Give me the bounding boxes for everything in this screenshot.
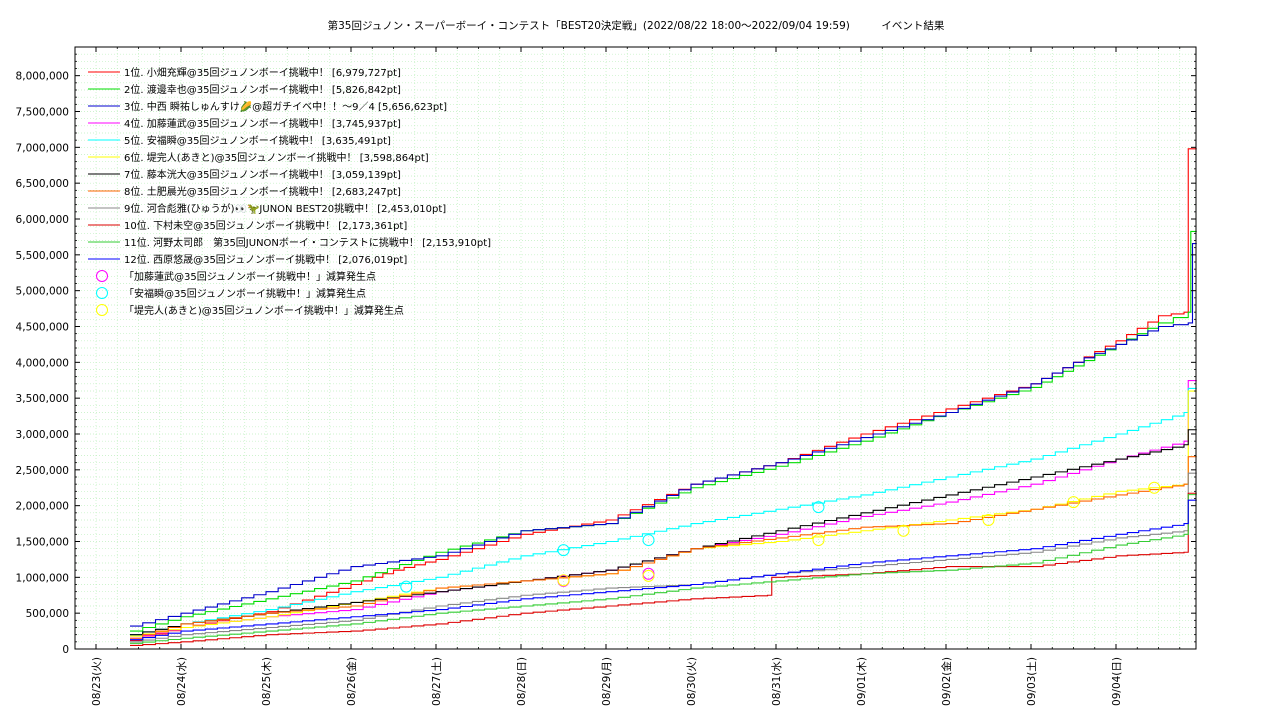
legend-label-6: 6位. 堤完人(あきと)@35回ジュノンボーイ挑戦中！ [3,598,864pt…	[124, 151, 429, 164]
reduction-markers	[400, 481, 1161, 593]
y-tick-label: 2,500,000	[16, 465, 69, 477]
y-tick-label: 1,000,000	[16, 572, 69, 584]
x-tick-label: 09/02(金)	[940, 657, 953, 706]
reduction-marker-2	[400, 580, 413, 593]
axes: 0 500,000 1,000,000 1,500,000 2,000,000 2,500…	[16, 47, 1196, 706]
series-lines	[130, 148, 1197, 646]
reduction-marker-2	[557, 544, 570, 557]
series-line-8	[130, 456, 1197, 639]
y-tick-label: 4,000,000	[16, 357, 69, 369]
y-tick-label: 4,500,000	[16, 322, 69, 334]
legend-label-10: 10位. 下村未空@35回ジュノンボーイ挑戦中！ [2,173,361pt]	[124, 219, 407, 232]
reduction-marker-3	[557, 574, 570, 587]
legend-label-9: 9位. 河合彪雅(ひゅうが)👀🦖JUNON BEST20挑戦中！ [2,453,…	[124, 202, 446, 215]
y-tick-label: 7,500,000	[16, 107, 69, 119]
y-tick-label: 6,500,000	[16, 178, 69, 190]
y-tick-label: 3,000,000	[16, 429, 69, 441]
reduction-marker-3	[812, 534, 825, 547]
y-tick-label: 5,500,000	[16, 250, 69, 262]
x-tick-label: 08/28(日)	[516, 657, 528, 706]
y-tick-label: 8,000,000	[16, 71, 69, 83]
legend-label-8: 8位. 土肥晨光@35回ジュノンボーイ挑戦中！ [2,683,247pt]	[124, 185, 401, 198]
x-tick-label: 08/31(水)	[771, 657, 783, 706]
reduction-marker-2	[642, 534, 655, 547]
series-line-11	[130, 494, 1197, 644]
x-tick-label: 08/23(火)	[91, 657, 103, 706]
reduction-marker-3	[1148, 481, 1161, 494]
reduction-marker-3	[642, 569, 655, 582]
y-tick-label: 3,500,000	[16, 393, 69, 405]
legend-label-12: 12位. 西原悠晟@35回ジュノンボーイ挑戦中！ [2,076,019pt]	[124, 253, 407, 266]
legend-label-3: 3位. 中西 瞬祐しゅんすけ🌽@超ガチイベ中！！〜9／4 [5,656,623p…	[124, 100, 447, 113]
legend-marker-label-2: 「安福瞬@35回ジュノンボーイ挑戦中！」減算発生点	[124, 287, 366, 300]
series-line-7	[130, 429, 1197, 636]
y-tick-label: 0	[62, 644, 69, 656]
legend-marker-3	[96, 304, 108, 316]
legend-label-5: 5位. 安福瞬@35回ジュノンボーイ挑戦中！ [3,635,491pt]	[124, 134, 391, 147]
series-line-12	[130, 499, 1197, 641]
reduction-marker-2	[812, 501, 825, 514]
legend-marker-label-1: 「加藤蓮武@35回ジュノンボーイ挑戦中！」減算発生点	[124, 270, 376, 283]
legend: 1位. 小畑充輝@35回ジュノンボーイ挑戦中！ [6,979,727pt] 2位.…	[88, 66, 491, 317]
legend-label-11: 11位. 河野太司郎 第35回JUNONボーイ・コンテストに挑戦中！ [2,15…	[124, 236, 491, 249]
series-line-9	[130, 472, 1197, 643]
legend-label-2: 2位. 渡邊幸也@35回ジュノンボーイ挑戦中！ [5,826,842pt]	[124, 83, 401, 96]
x-tick-label: 09/03(土)	[1025, 657, 1038, 706]
x-tick-label: 08/25(木)	[261, 657, 273, 706]
chart-title: 第35回ジュノン・スーパーボーイ・コンテスト「BEST20決定戦」(2022/0…	[328, 19, 945, 32]
y-tick-label: 7,000,000	[16, 142, 69, 154]
x-tick-label: 09/04(日)	[1111, 657, 1123, 706]
y-tick-label: 6,000,000	[16, 214, 69, 226]
x-tick-label: 08/27(土)	[430, 657, 443, 706]
y-tick-label: 5,000,000	[16, 286, 69, 298]
legend-marker-label-3: 「堤完人(あきと)@35回ジュノンボーイ挑戦中！」減算発生点	[124, 304, 404, 317]
x-tick-label: 08/26(金)	[345, 657, 358, 706]
x-tick-label: 08/24(水)	[176, 657, 188, 706]
legend-label-7: 7位. 藤本洸大@35回ジュノンボーイ挑戦中！ [3,059,139pt]	[124, 168, 401, 181]
reduction-marker-3	[897, 524, 910, 537]
legend-label-4: 4位. 加藤蓮武@35回ジュノンボーイ挑戦中！ [3,745,937pt]	[124, 117, 401, 130]
reduction-marker-3	[1067, 496, 1080, 509]
x-tick-label: 09/01(木)	[856, 657, 868, 706]
x-tick-label: 08/30(火)	[686, 657, 698, 706]
legend-label-1: 1位. 小畑充輝@35回ジュノンボーイ挑戦中！ [6,979,727pt]	[124, 66, 401, 79]
y-tick-label: 2,000,000	[16, 501, 69, 513]
x-tick-label: 08/29(月)	[601, 657, 613, 706]
reduction-marker-3	[982, 514, 995, 526]
series-line-10	[130, 492, 1197, 646]
legend-marker-1	[96, 270, 108, 282]
y-tick-label: 500,000	[26, 608, 69, 620]
series-line-5	[130, 387, 1197, 636]
series-line-3	[130, 243, 1197, 627]
legend-marker-2	[96, 287, 108, 299]
y-tick-label: 1,500,000	[16, 537, 69, 549]
series-line-6	[130, 390, 1197, 637]
